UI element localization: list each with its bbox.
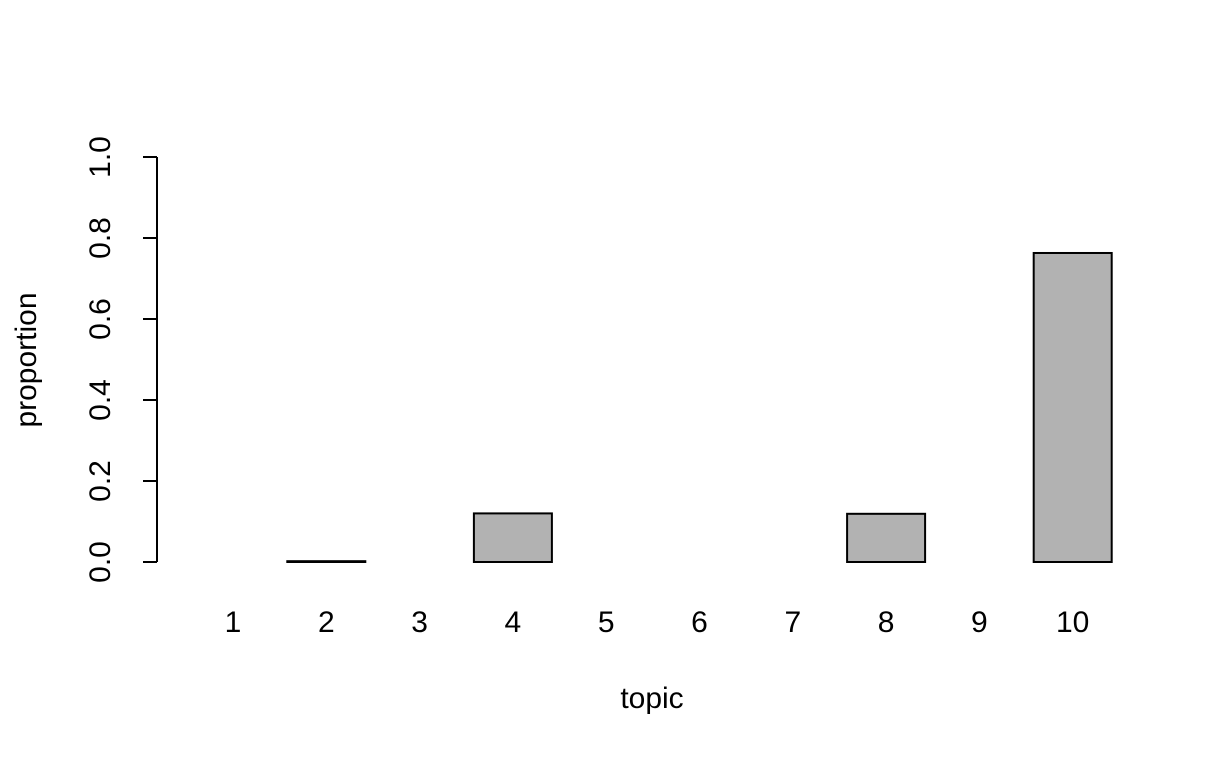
- bars: [286, 251, 1113, 564]
- y-axis: 0.0 0.2 0.4 0.6 0.8 1.0: [84, 136, 158, 583]
- x-tick-label: 4: [505, 606, 522, 639]
- bar-topic-2: [286, 560, 367, 564]
- y-axis-title: proportion: [10, 292, 43, 427]
- y-tick-label: 0.8: [84, 217, 117, 259]
- x-axis-tick-labels: 1 2 3 4 5 6 7 8 9 10: [225, 606, 1090, 639]
- x-tick-label: 5: [598, 606, 615, 639]
- x-tick-label: 8: [878, 606, 895, 639]
- y-tick-label: 0.0: [84, 541, 117, 583]
- bar-topic-4: [472, 512, 553, 564]
- bar-topic-10: [1032, 251, 1113, 564]
- x-tick-label: 1: [225, 606, 242, 639]
- x-axis-title: topic: [620, 682, 683, 715]
- y-tick-label: 1.0: [84, 136, 117, 178]
- x-tick-label: 3: [411, 606, 428, 639]
- y-tick-label: 0.2: [84, 460, 117, 502]
- x-tick-label: 10: [1056, 606, 1089, 639]
- y-tick-label: 0.6: [84, 298, 117, 340]
- x-tick-label: 7: [784, 606, 801, 639]
- x-tick-label: 6: [691, 606, 708, 639]
- y-tick-label: 0.4: [84, 379, 117, 421]
- x-tick-label: 2: [318, 606, 335, 639]
- x-tick-label: 9: [971, 606, 988, 639]
- bar-topic-8: [846, 512, 927, 563]
